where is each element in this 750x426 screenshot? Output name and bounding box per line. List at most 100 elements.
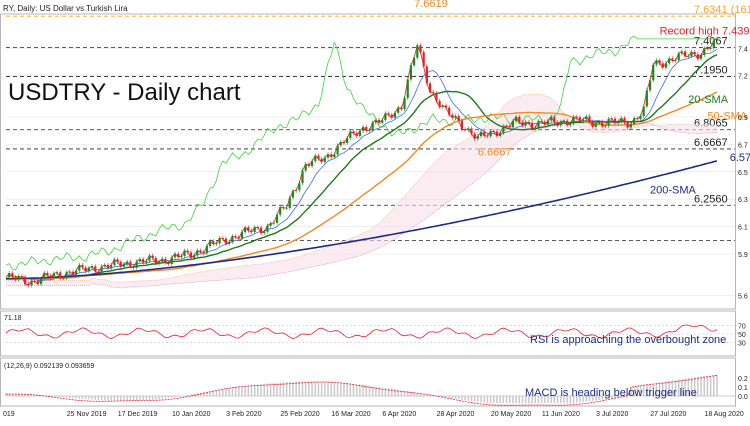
candle-body-142 — [457, 116, 460, 121]
candle-body-85 — [275, 214, 279, 223]
candle-body-90 — [291, 190, 295, 198]
annotation-1: 7.6619 — [414, 0, 448, 10]
x-tick-label-8: 28 Apr 2020 — [437, 411, 475, 418]
ichimoku-cloud — [6, 94, 717, 288]
candle-body-182 — [585, 116, 588, 120]
candle-body-55 — [180, 256, 183, 257]
y-tick-label-8: 5.6 — [738, 293, 748, 300]
candle-body-62 — [202, 252, 205, 254]
candle-body-167 — [537, 121, 540, 128]
candle-body-184 — [591, 121, 594, 127]
candle-body-41 — [135, 261, 138, 268]
candle-body-124 — [400, 107, 403, 110]
candle-body-66 — [215, 243, 218, 245]
candle-body-116 — [374, 119, 377, 123]
candle-body-68 — [221, 237, 224, 239]
candle-body-39 — [129, 261, 132, 267]
candle-body-202 — [648, 80, 652, 91]
candle-body-5 — [20, 276, 24, 277]
candle-body-150 — [483, 131, 486, 136]
candle-body-103 — [333, 154, 336, 158]
candle-body-28 — [94, 266, 97, 272]
candle-body-130 — [419, 45, 422, 53]
candle-body-219 — [703, 48, 706, 56]
chikou-span-line — [5, 35, 717, 271]
candle-body-159 — [511, 121, 515, 128]
candle-body-174 — [559, 121, 562, 126]
candle-body-210 — [674, 60, 677, 62]
x-tick-label-6: 16 Mar 2020 — [331, 411, 370, 418]
candle-body-201 — [645, 90, 648, 107]
candle-body-71 — [231, 236, 234, 242]
candle-body-67 — [218, 237, 221, 244]
candle-body-25 — [84, 267, 87, 272]
price-panel-frame — [0, 13, 736, 310]
candle-body-83 — [269, 223, 272, 226]
level-label-0: 7.6341 (161.8% Fibo) — [694, 4, 750, 16]
candle-body-38 — [126, 261, 129, 264]
level-label-5: 6.2560 — [694, 193, 728, 205]
macd-tick-2: 0.0 — [738, 394, 748, 401]
candle-body-65 — [212, 241, 215, 244]
macd-label: (12,26,9) 0.092139 0.093659 — [4, 363, 94, 370]
x-tick-label-9: 20 May 2020 — [491, 411, 532, 418]
rsi-tick-0: 70 — [738, 324, 746, 331]
candle-body-73 — [237, 237, 240, 239]
candle-body-19 — [65, 272, 68, 279]
candle-body-70 — [228, 241, 231, 244]
candle-body-106 — [342, 142, 346, 143]
candle-body-97 — [314, 155, 317, 162]
x-tick-label-12: 27 Jul 2020 — [650, 411, 686, 418]
candle-body-154 — [495, 131, 499, 136]
candle-body-172 — [553, 117, 556, 123]
candle-body-10 — [36, 281, 39, 284]
candle-body-56 — [183, 250, 186, 257]
candle-body-204 — [655, 60, 658, 65]
candle-body-126 — [406, 79, 409, 98]
candle-body-8 — [30, 281, 33, 286]
candle-body-81 — [263, 231, 266, 233]
x-tick-label-0: 019 — [3, 411, 15, 418]
annotation-6: 200-SMA — [650, 185, 697, 197]
candle-body-51 — [167, 262, 170, 264]
candle-body-6 — [24, 276, 27, 285]
chart-header-title: RY, Daily: US Dollar vs Turkish Lira — [3, 4, 128, 13]
candle-body-23 — [78, 264, 81, 271]
candle-body-16 — [55, 272, 59, 274]
candle-body-31 — [103, 264, 106, 267]
candle-body-169 — [543, 121, 546, 125]
candle-body-22 — [75, 270, 78, 275]
candle-body-123 — [397, 107, 400, 113]
candle-body-134 — [432, 92, 435, 94]
candle-body-61 — [199, 250, 202, 253]
candle-body-82 — [266, 225, 269, 232]
level-label-1: 7.4067 — [694, 35, 728, 47]
candle-body-20 — [68, 271, 71, 273]
candle-body-18 — [62, 277, 65, 279]
main-chart-title: USDTRY - Daily chart — [8, 79, 241, 106]
x-tick-label-4: 3 Feb 2020 — [226, 411, 262, 418]
candle-body-175 — [562, 120, 566, 122]
candle-body-21 — [71, 271, 75, 275]
candle-body-37 — [122, 263, 126, 267]
candle-body-215 — [690, 51, 693, 57]
x-tick-label-10: 11 Jun 2020 — [542, 411, 580, 418]
candle-body-33 — [110, 265, 113, 269]
candle-body-113 — [365, 126, 368, 131]
rsi-label: 71.18 — [4, 315, 22, 322]
x-tick-label-13: 18 Aug 2020 — [704, 411, 743, 418]
candle-body-133 — [428, 83, 432, 93]
candle-body-112 — [361, 126, 365, 131]
candle-body-40 — [132, 266, 135, 268]
candle-body-165 — [530, 122, 534, 129]
x-tick-label-3: 10 Jan 2020 — [172, 411, 211, 418]
candle-body-75 — [244, 227, 247, 233]
y-tick-label-2: 6.9 — [738, 115, 748, 122]
candle-body-49 — [161, 258, 164, 262]
candle-body-92 — [298, 183, 301, 191]
candle-body-4 — [17, 276, 20, 280]
candle-body-157 — [505, 126, 508, 127]
candle-body-91 — [295, 190, 298, 191]
candle-body-44 — [145, 260, 148, 263]
